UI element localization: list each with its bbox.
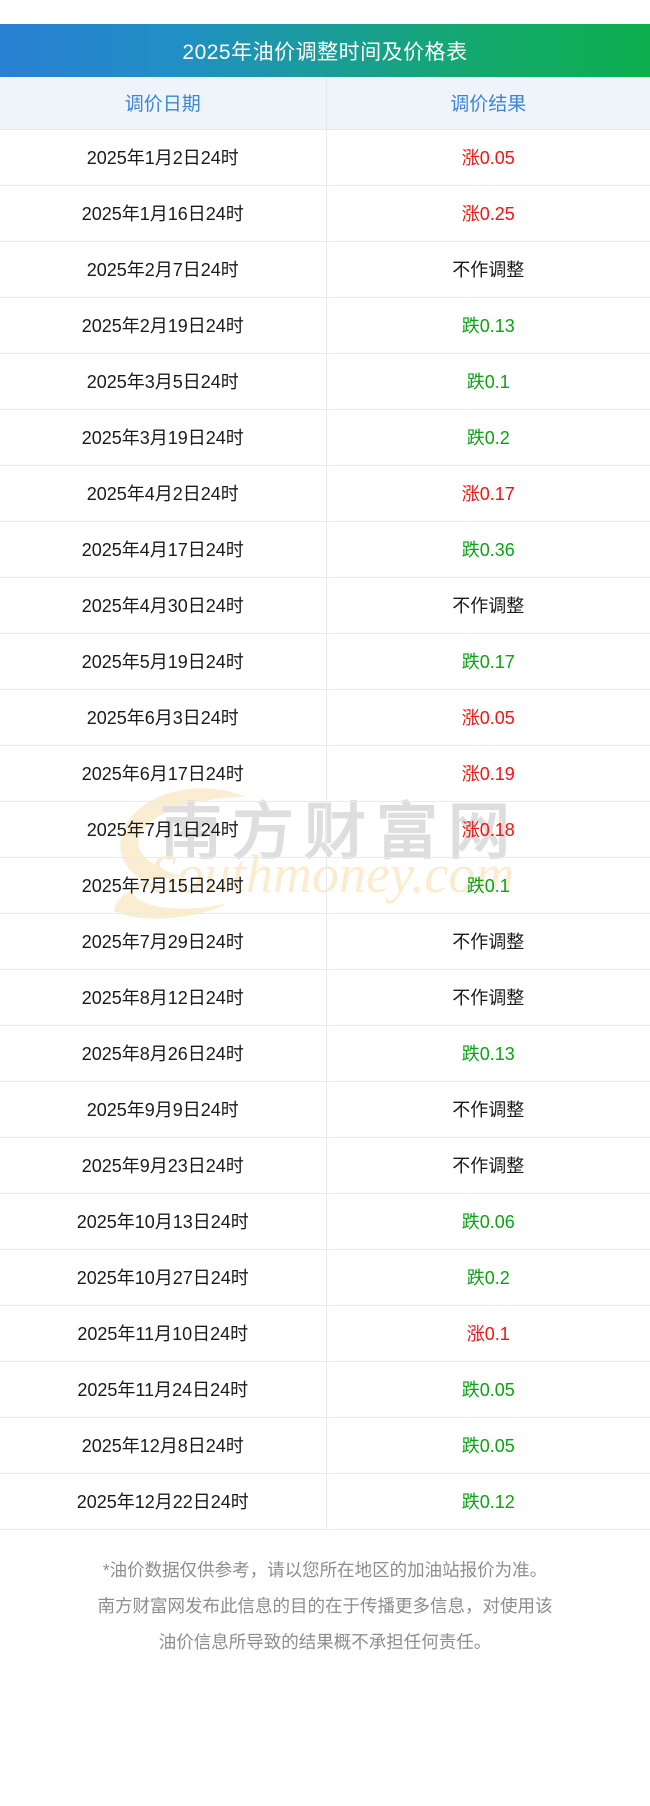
table-row: 2025年8月26日24时 跌0.13 <box>0 1025 650 1082</box>
cell-adjustment-date: 2025年1月2日24时 <box>0 129 327 186</box>
cell-adjustment-date: 2025年9月23日24时 <box>0 1137 327 1194</box>
table-row: 2025年9月9日24时 不作调整 <box>0 1081 650 1138</box>
cell-adjustment-date: 2025年3月19日24时 <box>0 409 327 466</box>
table-row: 2025年1月2日24时 涨0.05 <box>0 129 650 186</box>
cell-adjustment-result: 不作调整 <box>326 577 650 634</box>
cell-adjustment-date: 2025年12月22日24时 <box>0 1473 327 1530</box>
cell-adjustment-date: 2025年8月26日24时 <box>0 1025 327 1082</box>
cell-adjustment-date: 2025年6月3日24时 <box>0 689 327 746</box>
column-header-date: 调价日期 <box>0 77 327 130</box>
cell-adjustment-result: 跌0.13 <box>326 1025 650 1082</box>
cell-adjustment-result: 跌0.2 <box>326 409 650 466</box>
cell-adjustment-result: 不作调整 <box>326 969 650 1026</box>
cell-adjustment-result: 涨0.1 <box>326 1305 650 1362</box>
cell-adjustment-date: 2025年10月27日24时 <box>0 1249 327 1306</box>
table-row: 2025年4月17日24时 跌0.36 <box>0 521 650 578</box>
table-row: 2025年6月3日24时 涨0.05 <box>0 689 650 746</box>
table-row: 2025年6月17日24时 涨0.19 <box>0 745 650 802</box>
cell-adjustment-date: 2025年10月13日24时 <box>0 1193 327 1250</box>
cell-adjustment-date: 2025年1月16日24时 <box>0 185 327 242</box>
cell-adjustment-result: 涨0.05 <box>326 689 650 746</box>
table-title-bar: 2025年油价调整时间及价格表 <box>0 24 650 77</box>
table-row: 2025年1月16日24时 涨0.25 <box>0 185 650 242</box>
cell-adjustment-date: 2025年5月19日24时 <box>0 633 327 690</box>
cell-adjustment-result: 跌0.2 <box>326 1249 650 1306</box>
cell-adjustment-result: 涨0.05 <box>326 129 650 186</box>
cell-adjustment-date: 2025年4月30日24时 <box>0 577 327 634</box>
table-row: 2025年8月12日24时 不作调整 <box>0 969 650 1026</box>
cell-adjustment-date: 2025年6月17日24时 <box>0 745 327 802</box>
cell-adjustment-result: 不作调整 <box>326 1137 650 1194</box>
cell-adjustment-result: 涨0.17 <box>326 465 650 522</box>
table-body: 2025年1月2日24时 涨0.05 2025年1月16日24时 涨0.25 2025年… <box>0 129 650 1530</box>
footnote: *油价数据仅供参考，请以您所在地区的加油站报价为准。 南方财富网发布此信息的目的… <box>0 1552 650 1660</box>
table-row: 2025年5月19日24时 跌0.17 <box>0 633 650 690</box>
table-row: 2025年12月8日24时 跌0.05 <box>0 1417 650 1474</box>
column-header-result: 调价结果 <box>326 77 650 130</box>
table-row: 2025年11月10日24时 涨0.1 <box>0 1305 650 1362</box>
oil-price-table: 调价日期 调价结果 2025年1月2日24时 涨0.05 2025年1月16日24时… <box>0 77 650 1530</box>
cell-adjustment-date: 2025年9月9日24时 <box>0 1081 327 1138</box>
cell-adjustment-date: 2025年2月7日24时 <box>0 241 327 298</box>
table-row: 2025年3月19日24时 跌0.2 <box>0 409 650 466</box>
cell-adjustment-result: 跌0.05 <box>326 1361 650 1418</box>
table-row: 2025年10月27日24时 跌0.2 <box>0 1249 650 1306</box>
cell-adjustment-result: 涨0.25 <box>326 185 650 242</box>
table-row: 2025年7月1日24时 涨0.18 <box>0 801 650 858</box>
table-row: 2025年2月19日24时 跌0.13 <box>0 297 650 354</box>
cell-adjustment-result: 跌0.13 <box>326 297 650 354</box>
cell-adjustment-date: 2025年4月17日24时 <box>0 521 327 578</box>
cell-adjustment-result: 跌0.1 <box>326 353 650 410</box>
cell-adjustment-date: 2025年7月1日24时 <box>0 801 327 858</box>
footnote-line-3: 油价信息所导致的结果概不承担任何责任。 <box>158 1631 492 1652</box>
cell-adjustment-date: 2025年2月19日24时 <box>0 297 327 354</box>
table-header-row: 调价日期 调价结果 <box>0 77 650 130</box>
page-title: 2025年油价调整时间及价格表 <box>182 40 468 64</box>
table-row: 2025年12月22日24时 跌0.12 <box>0 1473 650 1530</box>
table-row: 2025年10月13日24时 跌0.06 <box>0 1193 650 1250</box>
cell-adjustment-result: 跌0.06 <box>326 1193 650 1250</box>
footnote-line-1: *油价数据仅供参考，请以您所在地区的加油站报价为准。 <box>102 1559 548 1580</box>
table-row: 2025年2月7日24时 不作调整 <box>0 241 650 298</box>
cell-adjustment-date: 2025年8月12日24时 <box>0 969 327 1026</box>
table-row: 2025年4月2日24时 涨0.17 <box>0 465 650 522</box>
table-row: 2025年7月29日24时 不作调整 <box>0 913 650 970</box>
table-header: 调价日期 调价结果 <box>0 77 650 130</box>
cell-adjustment-date: 2025年3月5日24时 <box>0 353 327 410</box>
cell-adjustment-result: 跌0.17 <box>326 633 650 690</box>
cell-adjustment-date: 2025年11月24日24时 <box>0 1361 327 1418</box>
cell-adjustment-date: 2025年7月15日24时 <box>0 857 327 914</box>
cell-adjustment-result: 涨0.18 <box>326 801 650 858</box>
cell-adjustment-result: 不作调整 <box>326 913 650 970</box>
cell-adjustment-result: 跌0.1 <box>326 857 650 914</box>
table-row: 2025年9月23日24时 不作调整 <box>0 1137 650 1194</box>
cell-adjustment-date: 2025年4月2日24时 <box>0 465 327 522</box>
cell-adjustment-date: 2025年11月10日24时 <box>0 1305 327 1362</box>
cell-adjustment-date: 2025年7月29日24时 <box>0 913 327 970</box>
top-spacer <box>0 0 650 24</box>
cell-adjustment-date: 2025年12月8日24时 <box>0 1417 327 1474</box>
table-row: 2025年11月24日24时 跌0.05 <box>0 1361 650 1418</box>
table-row: 2025年3月5日24时 跌0.1 <box>0 353 650 410</box>
footnote-line-2: 南方财富网发布此信息的目的在于传播更多信息，对使用该 <box>97 1595 553 1616</box>
cell-adjustment-result: 不作调整 <box>326 241 650 298</box>
table-row: 2025年7月15日24时 跌0.1 <box>0 857 650 914</box>
cell-adjustment-result: 跌0.05 <box>326 1417 650 1474</box>
cell-adjustment-result: 不作调整 <box>326 1081 650 1138</box>
cell-adjustment-result: 跌0.12 <box>326 1473 650 1530</box>
cell-adjustment-result: 涨0.19 <box>326 745 650 802</box>
table-row: 2025年4月30日24时 不作调整 <box>0 577 650 634</box>
cell-adjustment-result: 跌0.36 <box>326 521 650 578</box>
